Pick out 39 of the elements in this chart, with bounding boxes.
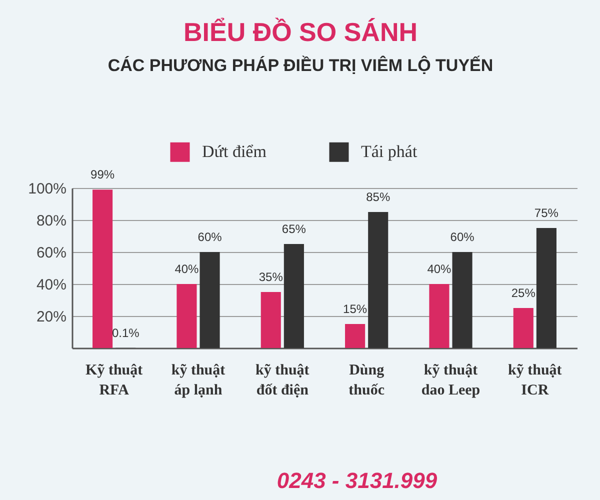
bar [368,212,388,348]
bar [513,308,534,348]
data-label: 35% [258,270,284,284]
data-label: 25% [511,286,536,300]
x-tick-label: kỹ thuật dao Leep [421,362,480,398]
data-label: 99% [90,168,115,182]
data-label: 65% [282,222,306,236]
data-label: 0.1% [112,326,140,340]
data-label: 85% [366,190,390,204]
y-tick-label: 20% [36,308,66,326]
chart-subtitle: CÁC PHƯƠNG PHÁP ĐIỀU TRỊ VIÊM LỘ TUYẾN [108,55,494,75]
y-tick-label: 100% [28,180,66,198]
legend-label: Tái phát [361,142,418,162]
data-label: 40% [427,262,452,276]
data-label: 60% [450,230,475,244]
bar [452,252,472,348]
bar [92,190,113,348]
data-label: 15% [343,302,368,316]
bar [429,284,450,348]
y-tick-label: 40% [36,276,66,294]
bar [260,292,281,348]
y-tick-label: 80% [36,212,66,230]
x-tick-label: kỹ thuật áp lạnh [171,362,226,398]
x-tick-label: kỹ thuật đốt điện [256,362,310,398]
x-tick-label: Dùng thuốc [348,362,385,398]
data-label: 40% [174,262,200,276]
data-label: 60% [198,230,222,244]
bar [200,252,220,348]
bar [176,284,197,348]
data-label: 75% [534,206,559,220]
text: 0243 - 3131.999 [276,468,438,493]
bar [345,324,366,348]
chart-title: BIỂU ĐỒ SO SÁNH [183,17,418,47]
legend-label: Dứt điểm [202,142,266,162]
bar [284,244,304,348]
y-tick-label: 60% [36,244,66,262]
x-tick-label: kỹ thuật ICR [508,362,562,398]
bar [536,228,556,348]
x-tick-label: Kỹ thuật RFA [86,362,143,398]
